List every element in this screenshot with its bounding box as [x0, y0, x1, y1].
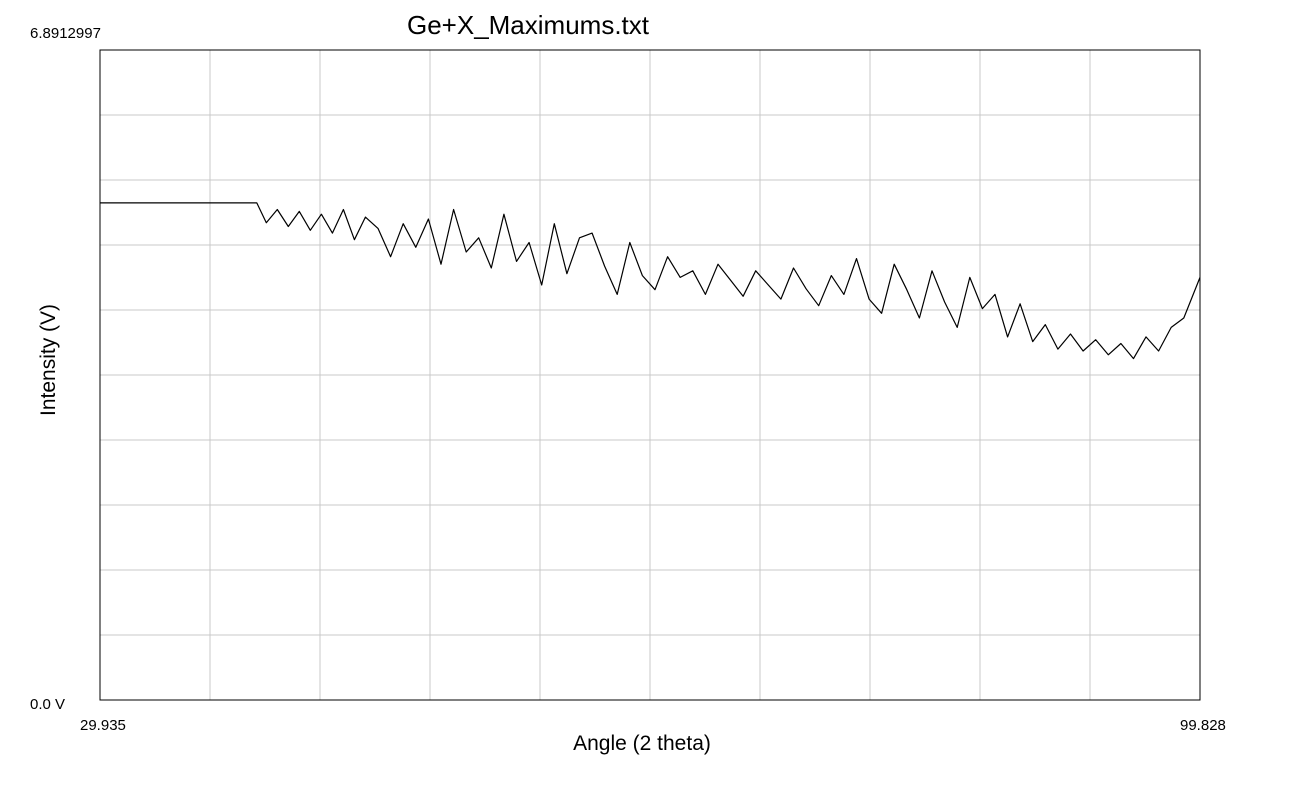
- series-line: [100, 202, 1201, 360]
- y-axis-label: Intensity (V): [37, 304, 60, 416]
- y-max-tick-label: 6.8912997: [30, 25, 101, 42]
- y-min-tick-label: 0.0 V: [30, 696, 65, 713]
- chart-title: Ge+X_Maximums.txt: [407, 10, 650, 40]
- x-max-tick-label: 99.828: [1180, 717, 1226, 734]
- x-min-tick-label: 29.935: [80, 717, 126, 734]
- plot-area: [99, 49, 1201, 701]
- gridlines: [100, 50, 1200, 700]
- x-axis-label: Angle (2 theta): [573, 732, 711, 755]
